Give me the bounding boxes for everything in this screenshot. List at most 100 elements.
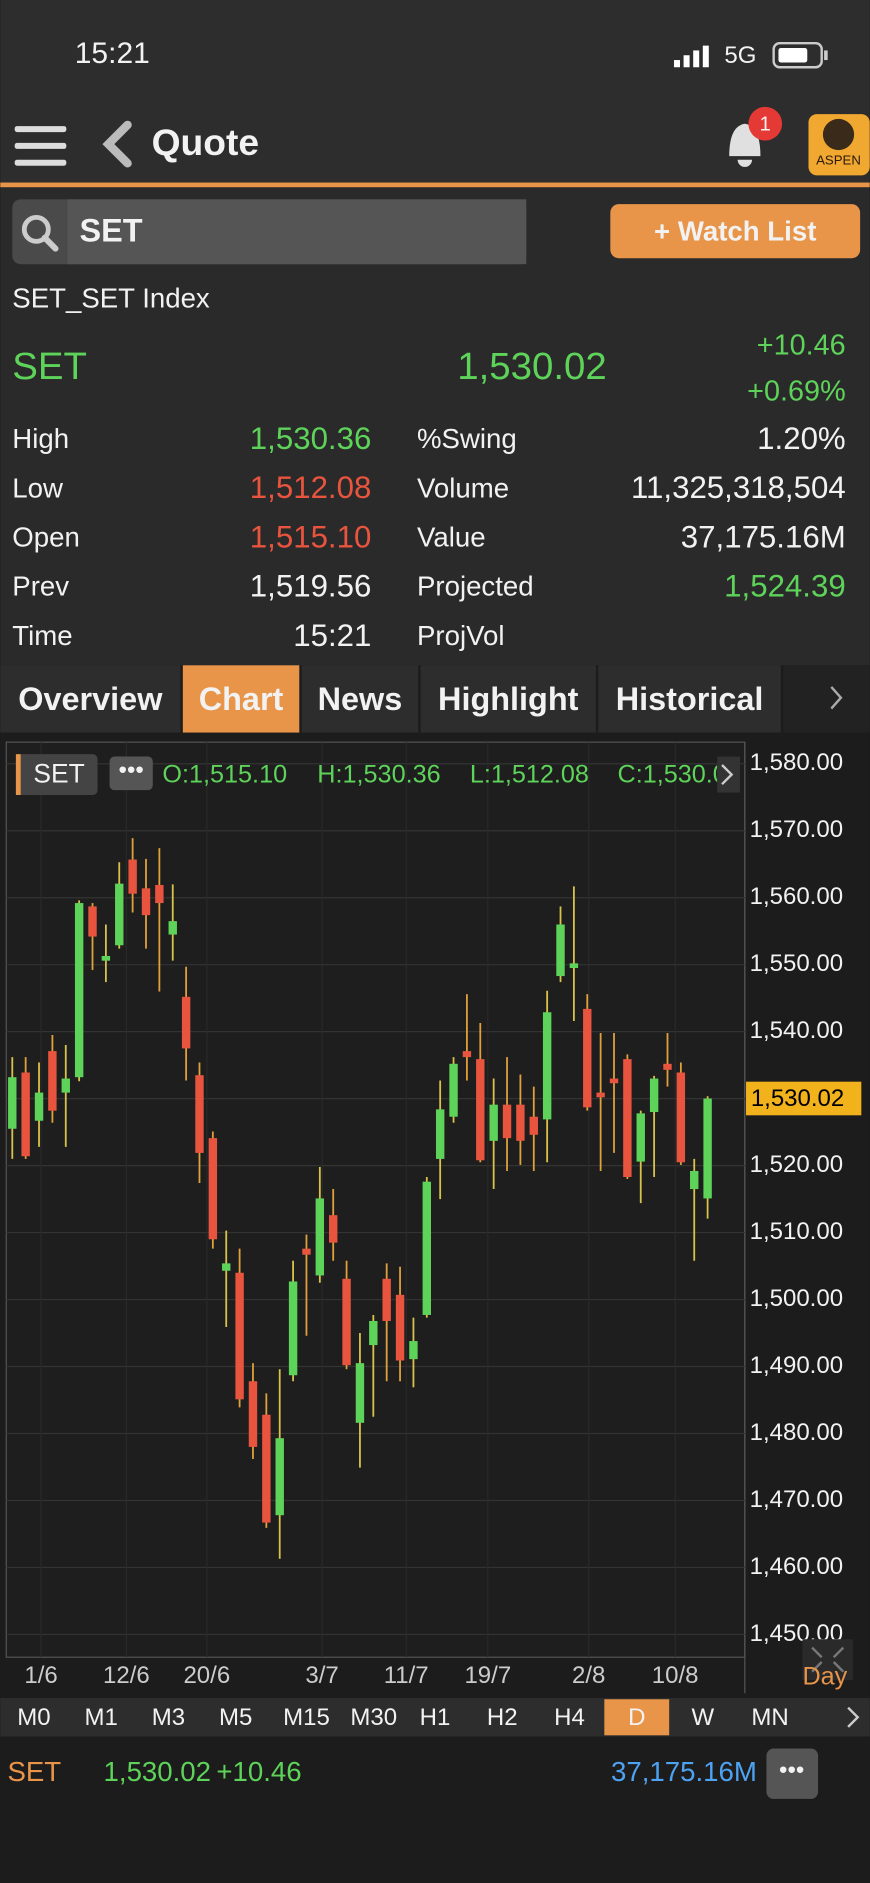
change-pct: +0.69%	[747, 375, 846, 407]
last-price-box	[746, 1081, 862, 1116]
stat-value: 1,524.39	[724, 569, 846, 604]
watchlist-button[interactable]	[610, 204, 861, 259]
chart-menu[interactable]	[109, 756, 153, 791]
tab[interactable]	[598, 665, 781, 733]
stat-value: 1,515.10	[250, 519, 372, 554]
footer-price: 1,530.02	[104, 1756, 211, 1787]
y-tick-label: 1,550.00	[750, 950, 843, 977]
tab[interactable]	[0, 665, 181, 733]
stat-label: Low	[12, 472, 63, 503]
candle-body	[649, 1078, 659, 1113]
tab[interactable]	[420, 665, 596, 733]
stat-label: ProjVol	[417, 620, 504, 651]
candle-body	[435, 1109, 445, 1159]
candle-body	[569, 963, 579, 969]
candle-body	[476, 1059, 485, 1161]
tab-more[interactable]	[783, 665, 870, 733]
stat-label: Projected	[417, 571, 534, 602]
candle-body	[101, 955, 111, 961]
candle-body	[516, 1104, 525, 1141]
candle-body	[34, 1092, 44, 1121]
candle-body	[141, 888, 151, 916]
footer-menu-dots: •••	[779, 1757, 804, 1784]
stat-value: 1.20%	[757, 421, 846, 456]
candle-body	[382, 1278, 391, 1321]
chart-symbol: SET	[33, 759, 84, 789]
stat-value: 15:21	[293, 618, 371, 653]
candle-body	[302, 1248, 311, 1255]
timeframe-more[interactable]	[847, 1706, 860, 1728]
candle-body	[369, 1320, 378, 1346]
back-button[interactable]	[102, 120, 132, 168]
candle-body	[288, 1281, 298, 1376]
logo-text: ASPEN	[816, 152, 861, 167]
timeframe[interactable]: H1	[420, 1704, 451, 1731]
search-field[interactable]	[67, 199, 527, 265]
timeframe[interactable]: M30	[350, 1704, 397, 1731]
page-title: Quote	[152, 121, 260, 163]
candle-body	[663, 1063, 672, 1070]
expand-icon[interactable]	[802, 1639, 853, 1681]
stat-label: Prev	[12, 571, 69, 602]
candle-body	[74, 903, 84, 1078]
timeframe[interactable]: M15	[283, 1704, 330, 1731]
timeframe[interactable]: M5	[219, 1704, 252, 1731]
candle-body	[222, 1263, 231, 1271]
y-tick-label: 1,480.00	[750, 1419, 843, 1446]
y-tick-label: 1,560.00	[750, 883, 843, 910]
footer-menu[interactable]	[766, 1748, 819, 1799]
stats: High 1,530.36 Low 1,512.08 Open 1,515.10…	[12, 421, 845, 653]
ohlc-high: H:1,530.36	[317, 760, 440, 788]
x-tick-label: 3/7	[305, 1662, 338, 1689]
tab[interactable]	[182, 665, 300, 733]
ohlc-arrow-box[interactable]	[717, 756, 741, 793]
candle-body	[262, 1414, 271, 1523]
badge-count: 1	[760, 113, 771, 135]
y-tick-label: 1,490.00	[750, 1352, 843, 1379]
timeframe[interactable]: MN	[751, 1704, 788, 1731]
ohlc-arrow	[721, 764, 734, 786]
stat-label: %Swing	[417, 423, 517, 454]
ohlc-legend: O:1,515.10 H:1,530.36 L:1,512.08 C:1,530…	[162, 760, 717, 788]
candle-body	[168, 921, 177, 935]
x-tick-label: 1/6	[24, 1662, 57, 1689]
tab-bar: Overview Chart News Highlight Historical	[0, 665, 870, 733]
x-tick-label: 2/8	[572, 1662, 605, 1689]
menu-button[interactable]	[14, 126, 67, 166]
tab-label: Highlight	[438, 681, 579, 717]
timeframe[interactable]: H2	[487, 1704, 518, 1731]
candle-body	[556, 924, 565, 977]
timeframe[interactable]: D	[628, 1704, 645, 1731]
symbol-chip[interactable]	[15, 754, 98, 795]
timeframe[interactable]: H4	[554, 1704, 585, 1731]
x-tick-label: 12/6	[103, 1662, 150, 1689]
tab-label: Chart	[199, 681, 284, 717]
candle-body	[623, 1059, 632, 1177]
stat-value: 37,175.16M	[681, 519, 846, 554]
candle-body	[502, 1104, 512, 1139]
candle-body	[88, 906, 97, 937]
candle-body	[609, 1078, 619, 1084]
battery	[772, 42, 828, 69]
candle-body	[181, 996, 191, 1049]
tab[interactable]	[301, 665, 419, 733]
clock: 15:21	[75, 37, 150, 70]
candle-body	[275, 1438, 284, 1516]
y-tick-label: 1,460.00	[750, 1553, 843, 1580]
timeframe[interactable]: M0	[17, 1704, 50, 1731]
candle-body	[703, 1098, 712, 1199]
timeframes: M0 M1 M3 M5 M15 M30 H1 H2 H4 D W MN	[17, 1699, 789, 1736]
candle-body	[409, 1341, 418, 1360]
timeframe[interactable]: W	[691, 1704, 714, 1731]
watchlist-label: + Watch List	[654, 215, 816, 246]
timeframe[interactable]: M3	[152, 1704, 185, 1731]
stat-value: 11,325,318,504	[631, 470, 846, 505]
symbol-chip-accent	[15, 754, 21, 795]
full-name: SET_SET Index	[12, 283, 210, 314]
footer-value: 37,175.16M	[611, 1756, 757, 1787]
period-label: Day	[802, 1662, 847, 1690]
candle-body	[315, 1198, 325, 1276]
stat-value: 1,519.56	[250, 569, 372, 604]
timeframe[interactable]: M1	[84, 1704, 117, 1731]
